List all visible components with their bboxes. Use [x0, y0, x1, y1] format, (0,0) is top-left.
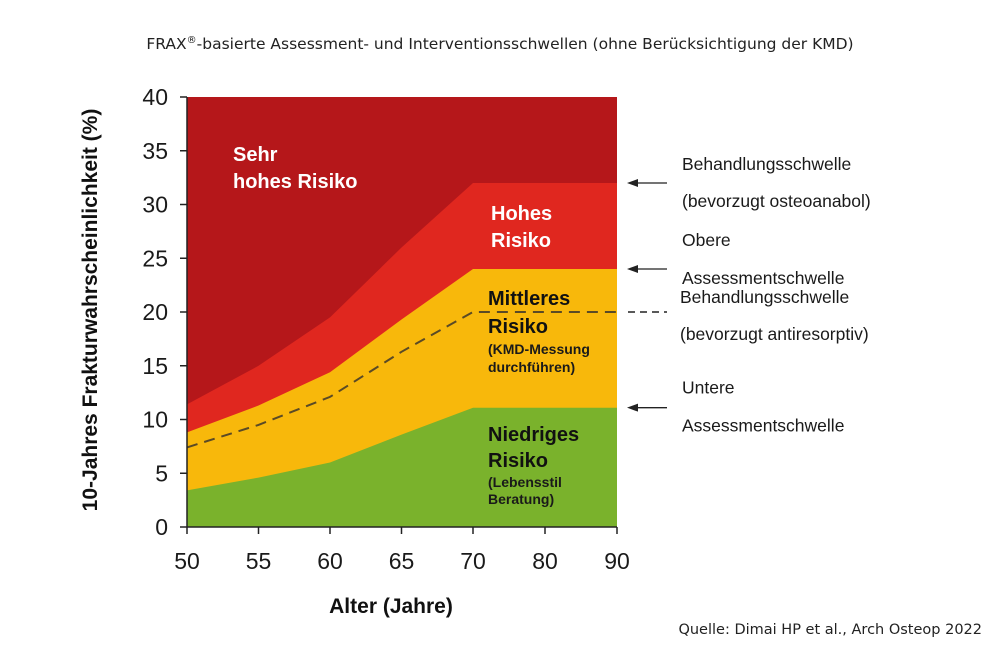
zone-label-very-high: Sehr	[233, 144, 278, 166]
y-tick-label: 20	[142, 299, 168, 325]
y-tick-label: 5	[155, 460, 168, 486]
x-axis-title: Alter (Jahre)	[329, 595, 453, 618]
annotation-arrow-head	[627, 403, 638, 412]
annotation-text: (bevorzugt osteoanabol)	[682, 191, 871, 211]
annotation-text: Assessmentschwelle	[682, 416, 844, 436]
chart-title-main: FRAX	[146, 35, 187, 53]
x-tick-label: 50	[174, 548, 200, 574]
zone-note-low: (Lebensstil	[488, 474, 562, 490]
annotation-arrow-head	[627, 179, 638, 187]
zone-labels: Sehr hohes Risiko Hohes Risiko Mittleres Risi…	[233, 144, 590, 507]
y-tick-label: 0	[155, 514, 168, 540]
plot-areas	[187, 97, 617, 527]
x-tick-label: 80	[532, 548, 558, 574]
x-tick-label: 60	[317, 548, 343, 574]
y-tick-label: 30	[142, 192, 168, 218]
annotation-upper: Obere Assessmentschwelle	[627, 230, 844, 288]
annotation-text: Behandlungsschwelle	[680, 287, 849, 307]
zone-label-high: Hohes	[491, 203, 552, 225]
area-low-risk	[187, 407, 617, 527]
y-tick-label: 25	[142, 245, 168, 271]
y-tick-label: 15	[142, 353, 168, 379]
annotation-lower: Untere Assessmentschwelle	[627, 378, 844, 436]
y-tick-label: 10	[142, 407, 168, 433]
chart-title-rest: -basierte Assessment- und Interventionss…	[197, 35, 854, 53]
plot-lines	[186, 311, 617, 449]
annotation-text: Behandlungsschwelle	[682, 154, 851, 174]
y-axis-title: 10-Jahres Frakturwahrscheinlichkeit (%)	[79, 109, 102, 512]
annotation-text: Untere	[682, 378, 735, 398]
x-tick-label: 70	[460, 548, 486, 574]
line-treatment-antiresorptive	[186, 311, 617, 449]
x-tick-label: 90	[604, 548, 630, 574]
chart-title-sup: ®	[187, 35, 197, 46]
zone-label-medium: Risiko	[488, 316, 548, 338]
zone-label-low: Risiko	[488, 450, 548, 472]
zone-note-medium: (KMD-Messung	[488, 341, 590, 357]
annotation-arrow-head	[627, 265, 638, 273]
zone-note-low: Beratung)	[488, 491, 554, 507]
chart-title: FRAX®-basierte Assessment- und Intervent…	[146, 35, 853, 53]
annotations: Behandlungsschwelle (bevorzugt osteoanabo…	[627, 154, 871, 436]
zone-note-medium: durchführen)	[488, 359, 575, 375]
zone-label-very-high: hohes Risiko	[233, 171, 357, 193]
annotation-text: (bevorzugt antiresorptiv)	[680, 324, 869, 344]
x-tick-label: 55	[246, 548, 272, 574]
y-tick-label: 40	[142, 84, 168, 110]
axes: 0 5 10 15 20 25 30 35 40 50 55 60 65 70 80 90	[142, 84, 629, 574]
annotation-antiresorptive: Behandlungsschwelle (bevorzugt antiresorp…	[628, 287, 869, 344]
zone-label-low: Niedriges	[488, 424, 579, 446]
zone-label-high: Risiko	[491, 230, 551, 252]
annotation-anabolic: Behandlungsschwelle (bevorzugt osteoanabo…	[627, 154, 871, 211]
zone-label-medium: Mittleres	[488, 288, 570, 310]
source-note: Quelle: Dimai HP et al., Arch Osteop 202…	[678, 622, 982, 638]
annotation-text: Assessmentschwelle	[682, 268, 844, 288]
x-tick-label: 65	[389, 548, 415, 574]
annotation-text: Obere	[682, 230, 731, 250]
y-tick-label: 35	[142, 138, 168, 164]
